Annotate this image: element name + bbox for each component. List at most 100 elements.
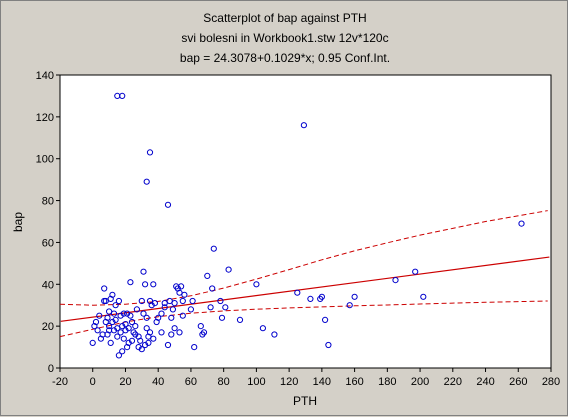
data-point bbox=[161, 300, 168, 307]
data-point bbox=[209, 285, 216, 292]
x-tick-label: 220 bbox=[444, 376, 462, 388]
y-tick-label: 100 bbox=[36, 154, 54, 166]
data-point bbox=[164, 201, 172, 208]
x-tick-label: 180 bbox=[378, 376, 396, 388]
data-point bbox=[217, 297, 224, 305]
data-point bbox=[294, 289, 301, 296]
data-point bbox=[271, 331, 278, 338]
data-point bbox=[187, 306, 194, 313]
data-point bbox=[325, 341, 332, 349]
data-point bbox=[112, 302, 119, 309]
data-point bbox=[166, 297, 173, 305]
data-point bbox=[222, 304, 229, 311]
data-point bbox=[178, 283, 185, 290]
data-point bbox=[392, 277, 399, 284]
data-point bbox=[218, 314, 226, 321]
regression-equation: bap = 24.3078+0.1029*x; 0.95 Conf.Int. bbox=[180, 51, 390, 65]
y-tick-label: 140 bbox=[36, 70, 54, 82]
y-axis-ticks: 0 20 40 60 80 100 120 140 bbox=[36, 70, 60, 375]
x-axis-label: PTH bbox=[293, 394, 317, 408]
data-point bbox=[137, 337, 144, 344]
data-point bbox=[109, 291, 116, 298]
data-point bbox=[168, 331, 175, 338]
data-point bbox=[322, 316, 329, 323]
data-point bbox=[518, 220, 525, 227]
data-point bbox=[110, 310, 118, 317]
y-axis-label: bap bbox=[11, 212, 25, 232]
data-point bbox=[115, 297, 123, 305]
data-point bbox=[207, 304, 214, 311]
x-tick-label: 140 bbox=[313, 376, 331, 388]
data-point bbox=[91, 323, 98, 330]
data-point bbox=[179, 297, 186, 305]
chart-title: Scatterplot of bap against PTH bbox=[203, 11, 366, 25]
data-point bbox=[128, 318, 136, 326]
data-point bbox=[128, 337, 136, 344]
data-point bbox=[122, 321, 129, 328]
data-point bbox=[200, 329, 208, 336]
data-point bbox=[140, 268, 147, 275]
x-axis-ticks: -20 0 20 40 60 80 100 120 140 160 180 200 220 240 260 2… bbox=[52, 368, 560, 388]
data-point bbox=[420, 293, 427, 300]
data-point bbox=[197, 323, 204, 330]
data-point bbox=[155, 314, 162, 321]
data-point bbox=[164, 341, 172, 349]
data-point bbox=[114, 333, 121, 340]
x-tick-label: 20 bbox=[119, 376, 131, 388]
data-point bbox=[143, 178, 150, 185]
data-point bbox=[127, 279, 134, 286]
y-tick-label: 80 bbox=[42, 196, 54, 208]
data-point bbox=[158, 329, 165, 336]
x-tick-label: 160 bbox=[345, 376, 363, 388]
x-tick-label: 200 bbox=[411, 376, 429, 388]
data-point bbox=[158, 310, 165, 317]
confidence-upper bbox=[59, 210, 548, 306]
y-tick-label: 0 bbox=[48, 363, 54, 375]
data-point bbox=[106, 323, 113, 330]
data-point bbox=[115, 352, 123, 359]
data-point bbox=[119, 348, 126, 355]
x-tick-label: 40 bbox=[152, 376, 164, 388]
data-point bbox=[150, 281, 157, 288]
data-point bbox=[146, 149, 154, 156]
data-point bbox=[259, 325, 266, 332]
data-point bbox=[176, 289, 183, 296]
data-point bbox=[143, 314, 150, 321]
y-tick-label: 40 bbox=[42, 279, 54, 291]
data-point bbox=[102, 297, 109, 305]
data-point bbox=[132, 323, 139, 330]
data-point bbox=[140, 310, 147, 317]
data-point bbox=[171, 300, 178, 307]
x-tick-label: 120 bbox=[280, 376, 298, 388]
x-tick-label: 0 bbox=[90, 376, 96, 388]
data-point bbox=[138, 297, 145, 305]
x-tick-label: 260 bbox=[509, 376, 527, 388]
regression-line bbox=[60, 256, 550, 322]
data-point bbox=[104, 314, 111, 321]
data-point bbox=[236, 316, 244, 323]
data-point bbox=[143, 325, 150, 332]
data-point bbox=[112, 316, 119, 323]
data-point bbox=[253, 281, 260, 288]
data-point bbox=[176, 329, 183, 336]
data-point bbox=[189, 297, 196, 305]
data-point bbox=[106, 308, 113, 315]
data-point bbox=[346, 302, 353, 309]
regression-lines bbox=[59, 210, 550, 338]
x-tick-label: 280 bbox=[542, 376, 560, 388]
data-point bbox=[204, 272, 211, 279]
data-point bbox=[210, 245, 217, 252]
data-point bbox=[307, 295, 314, 302]
data-point bbox=[300, 122, 307, 129]
data-point bbox=[161, 304, 168, 311]
data-point bbox=[171, 325, 178, 332]
data-point bbox=[318, 293, 325, 300]
data-point bbox=[94, 327, 101, 334]
data-point bbox=[120, 310, 127, 317]
data-point bbox=[101, 285, 108, 292]
data-point bbox=[127, 312, 134, 319]
data-point bbox=[150, 335, 157, 342]
data-point bbox=[107, 339, 114, 346]
